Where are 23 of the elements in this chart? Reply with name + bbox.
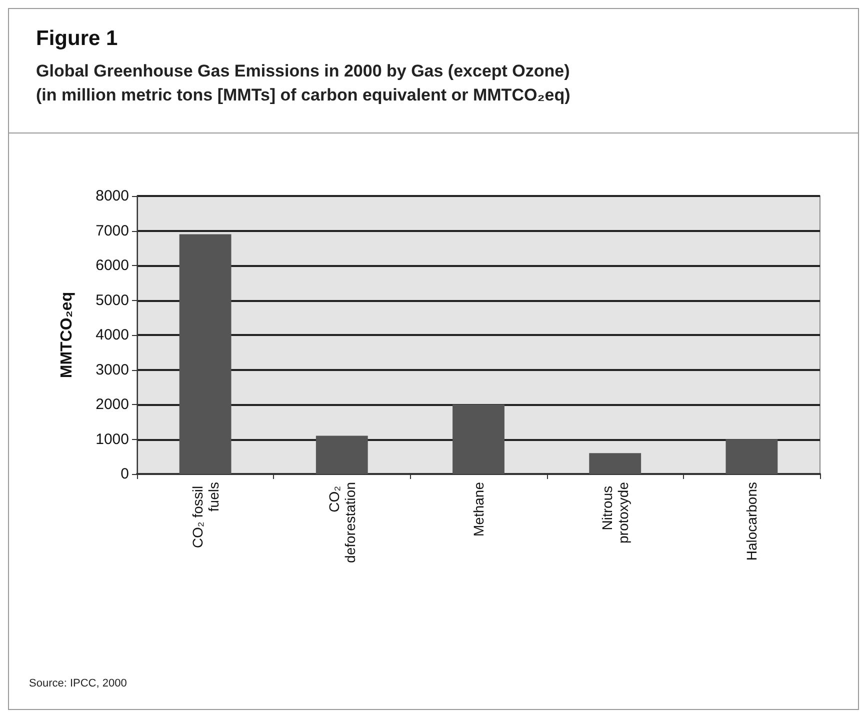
y-tick-label: 6000 xyxy=(96,257,129,274)
chart-title: Figure 1 xyxy=(36,27,118,50)
x-tick-label: CO₂ deforestation xyxy=(326,482,358,563)
y-tick-label: 2000 xyxy=(96,396,129,413)
y-tick-label: 7000 xyxy=(96,222,129,240)
bar xyxy=(452,404,504,474)
bar xyxy=(316,436,368,474)
y-tick-label: 8000 xyxy=(96,188,129,204)
x-tick-label: CO₂ fossil fuels xyxy=(189,482,222,548)
y-tick-label: 3000 xyxy=(96,361,129,378)
y-tick-label: 4000 xyxy=(96,326,129,344)
y-tick-label: 0 xyxy=(120,466,129,482)
bar xyxy=(726,439,778,474)
x-tick-label: Methane xyxy=(470,482,486,536)
bar xyxy=(179,234,232,474)
x-tick-label: Nitrous protoxyde xyxy=(599,482,632,544)
y-tick-label: 5000 xyxy=(96,292,129,309)
x-tick-label: Halocarbons xyxy=(744,482,760,561)
y-axis-title: MMTCO₂eq xyxy=(58,292,76,378)
y-tick-label: 1000 xyxy=(96,430,129,448)
chart-subtitle: Global Greenhouse Gas Emissions in 2000 by Gas (except Ozone) (in million metric tons [MMTs] of carbon equivalent or MMTCO₂eq) xyxy=(36,62,570,104)
bar xyxy=(589,453,642,474)
source-note: Source: IPCC, 2000 xyxy=(29,678,127,690)
